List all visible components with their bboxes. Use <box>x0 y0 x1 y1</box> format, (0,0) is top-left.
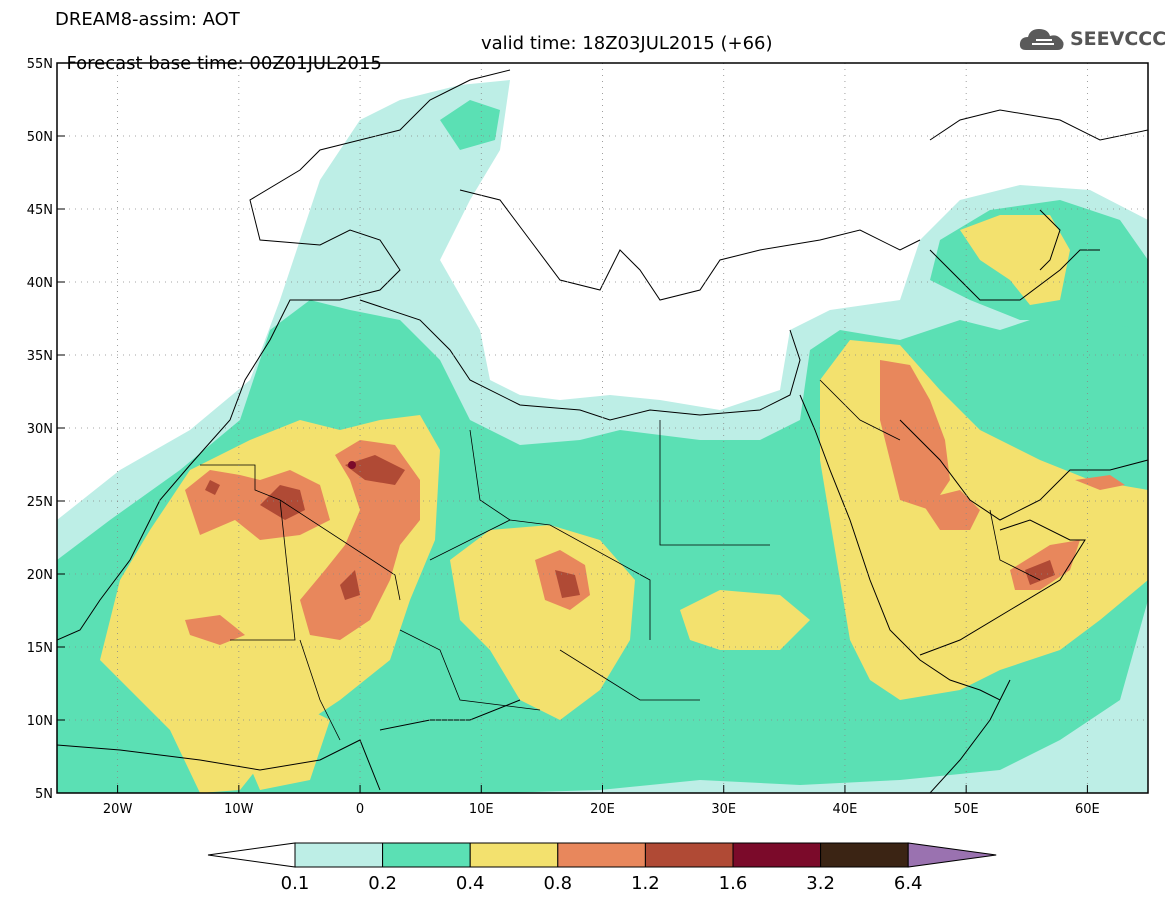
lat-label: 20N <box>27 568 53 583</box>
logo-text: SEEVCCC <box>1070 28 1165 50</box>
colorbar-segment <box>557 842 646 868</box>
map-title: DREAM8-assim: AOT <box>55 9 240 30</box>
cloud-icon <box>1019 29 1064 50</box>
colorbar-label: 0.8 <box>543 873 572 894</box>
lat-label: 55N <box>27 57 53 72</box>
aot-field <box>57 80 1148 793</box>
lat-label: 30N <box>27 422 53 437</box>
lon-label: 40E <box>833 802 858 817</box>
lon-label: 0 <box>356 802 364 817</box>
colorbar-high-arrow <box>907 842 997 868</box>
lon-label: 10E <box>469 802 494 817</box>
valid-time-label: valid time: 18Z03JUL2015 (+66) <box>481 33 773 54</box>
lon-label: 30E <box>711 802 736 817</box>
longitude-labels: 20W 10W 0 10E 20E 30E 40E 50E 60E <box>103 802 1100 817</box>
lon-label: 60E <box>1075 802 1100 817</box>
colorbar-segment <box>294 842 384 868</box>
aot-level-1.2 <box>205 455 1055 600</box>
colorbar-label: 6.4 <box>894 873 923 894</box>
latitude-labels: 55N 50N 45N 40N 35N 30N 25N 20N 15N 10N 5N <box>27 57 53 802</box>
colorbar-label: 0.2 <box>368 873 397 894</box>
lat-label: 40N <box>27 276 53 291</box>
colorbar-label: 1.6 <box>719 873 748 894</box>
colorbar-label: 0.1 <box>281 873 310 894</box>
lat-label: 25N <box>27 495 53 510</box>
lon-label: 50E <box>954 802 979 817</box>
lat-label: 15N <box>27 641 53 656</box>
colorbar-label: 1.2 <box>631 873 660 894</box>
coastlines <box>57 69 1148 793</box>
colorbar-segment <box>732 842 822 868</box>
seevccc-logo: SEEVCCC <box>1018 24 1165 54</box>
colorbar-segment <box>644 842 734 868</box>
lat-label: 10N <box>27 714 53 729</box>
lat-label: 5N <box>35 787 53 802</box>
lon-label: 20W <box>103 802 133 817</box>
country-borders <box>200 379 1041 741</box>
colorbar-label: 3.2 <box>806 873 835 894</box>
lat-label: 45N <box>27 203 53 218</box>
colorbar-segment <box>820 842 909 868</box>
lat-label: 50N <box>27 130 53 145</box>
colorbar-segment <box>469 842 559 868</box>
lon-label: 20E <box>590 802 615 817</box>
map-frame <box>56 62 1149 794</box>
aot-level-1.6 <box>348 461 356 469</box>
colorbar: 0.1 0.2 0.4 0.8 1.2 1.6 3.2 6.4 <box>207 842 997 894</box>
lat-label: 35N <box>27 349 53 364</box>
colorbar-label: 0.4 <box>456 873 485 894</box>
colorbar-segment <box>382 842 471 868</box>
colorbar-low-arrow <box>207 842 296 868</box>
lon-label: 10W <box>224 802 254 817</box>
